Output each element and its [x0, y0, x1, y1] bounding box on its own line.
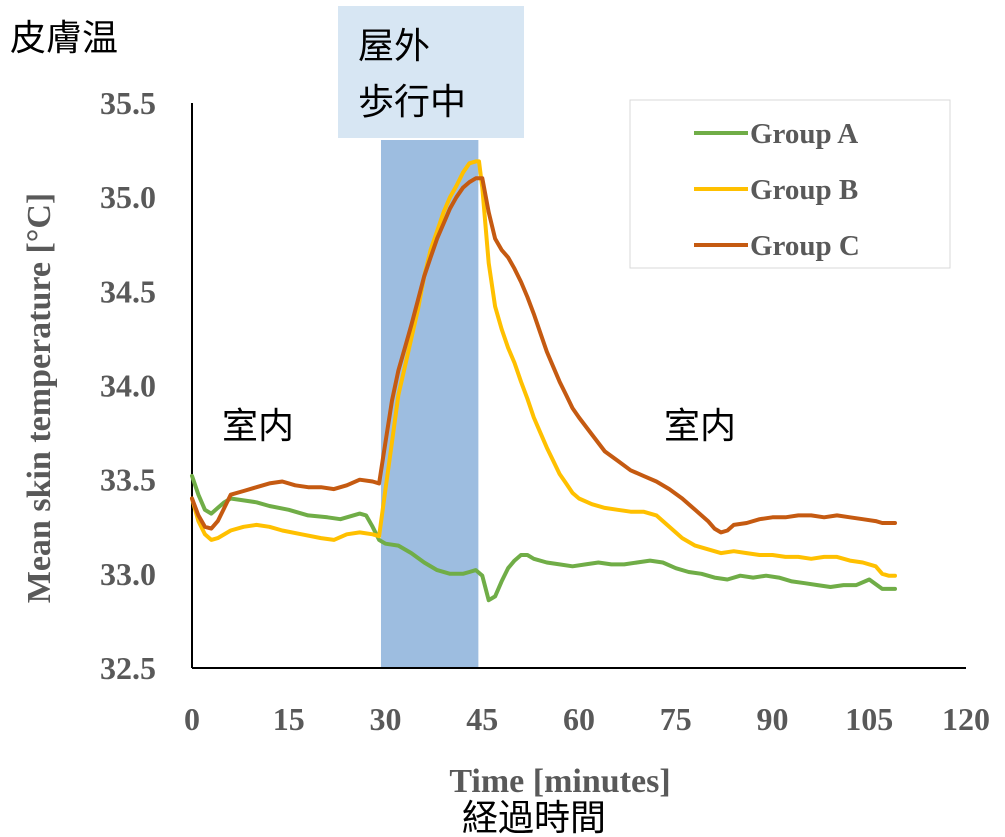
- x-tick-label: 45: [466, 701, 498, 737]
- y-tick-labels: 32.5 33.0 33.5 34.0 34.5 35.0 35.5: [100, 85, 156, 686]
- y-tick-label: 35.0: [100, 179, 156, 215]
- legend-label: Group B: [750, 174, 858, 206]
- indoor-left-jp-label: 室内: [222, 406, 294, 447]
- x-axis-label: Time [minutes]: [449, 763, 670, 800]
- x-tick-label: 120: [942, 701, 990, 737]
- y-tick-label: 34.0: [100, 368, 156, 404]
- y-tick-label: 33.0: [100, 556, 156, 592]
- y-axis-label: Mean skin temperature [°C]: [21, 193, 58, 604]
- legend-label: Group A: [750, 118, 858, 150]
- x-tick-label: 30: [370, 701, 402, 737]
- x-tick-label: 75: [660, 701, 692, 737]
- series-lines: [190, 159, 897, 603]
- legend-label: Group C: [750, 230, 860, 262]
- outdoor-label-line1: 屋外: [358, 26, 430, 67]
- legend-box: [629, 99, 951, 269]
- series-line-group-c: [190, 176, 897, 535]
- x-tick-labels: 0 15 30 45 60 75 90 105 120: [184, 701, 990, 737]
- y-tick-label: 34.5: [100, 273, 156, 309]
- y-tick-label: 33.5: [100, 462, 156, 498]
- x-tick-label: 105: [845, 701, 893, 737]
- outdoor-label-line2: 歩行中: [358, 82, 466, 123]
- legend: Group A Group B Group C: [629, 99, 951, 269]
- series-line-group-a: [190, 473, 897, 603]
- indoor-right-jp-label: 室内: [664, 406, 736, 447]
- y-tick-label: 35.5: [100, 85, 156, 121]
- y-tick-label: 32.5: [100, 650, 156, 686]
- outdoor-label-box: [338, 6, 524, 138]
- series-line-group-b: [190, 159, 897, 578]
- x-tick-label: 60: [563, 701, 595, 737]
- bottom-jp-label: 経過時間: [462, 798, 606, 837]
- top-left-jp-label: 皮膚温: [10, 18, 118, 59]
- x-tick-label: 15: [273, 701, 305, 737]
- x-tick-label: 0: [184, 701, 200, 737]
- x-tick-label: 90: [757, 701, 789, 737]
